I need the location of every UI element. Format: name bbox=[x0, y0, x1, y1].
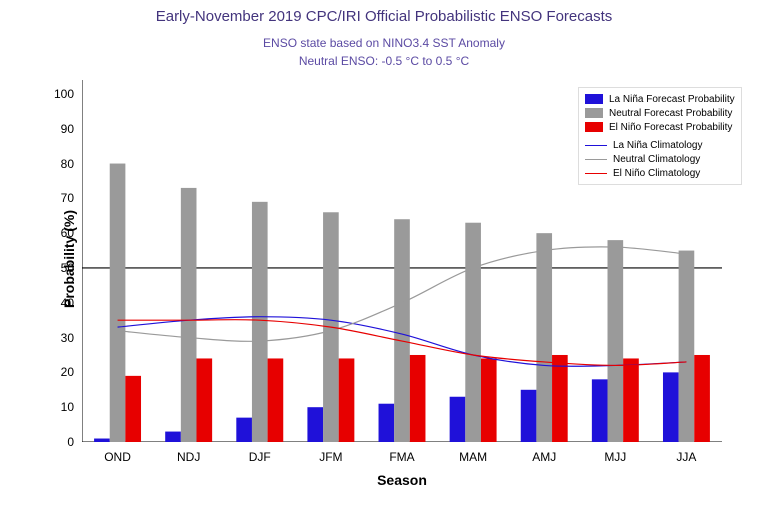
x-tick-label: NDJ bbox=[153, 450, 224, 464]
x-tick-label: JFM bbox=[295, 450, 366, 464]
bar bbox=[608, 240, 624, 442]
y-tick-label: 70 bbox=[61, 191, 74, 205]
legend-line-icon bbox=[585, 145, 607, 146]
bar bbox=[521, 390, 537, 442]
y-tick-label: 90 bbox=[61, 122, 74, 136]
legend-label: El Niño Forecast Probability bbox=[609, 122, 732, 133]
legend-item: El Niño Forecast Probability bbox=[585, 120, 735, 134]
legend-swatch bbox=[585, 122, 603, 132]
x-tick-label: MJJ bbox=[580, 450, 651, 464]
legend-line-icon bbox=[585, 159, 607, 160]
y-tick-label: 30 bbox=[61, 331, 74, 345]
bar bbox=[663, 372, 679, 442]
bar bbox=[394, 219, 410, 442]
legend-label: Neutral Forecast Probability bbox=[609, 108, 732, 119]
y-tick-label: 10 bbox=[61, 400, 74, 414]
x-tick-label: MAM bbox=[438, 450, 509, 464]
bar bbox=[592, 379, 608, 442]
bar bbox=[694, 355, 710, 442]
bar bbox=[339, 358, 355, 442]
legend-label: Neutral Climatology bbox=[613, 154, 700, 165]
chart-container: Early-November 2019 CPC/IRI Official Pro… bbox=[0, 0, 768, 512]
bar bbox=[379, 404, 395, 442]
legend-label: La Niña Climatology bbox=[613, 140, 703, 151]
y-tick-label: 60 bbox=[61, 226, 74, 240]
y-tick-label: 100 bbox=[54, 87, 74, 101]
bar bbox=[536, 233, 552, 442]
bar bbox=[196, 358, 212, 442]
legend-item: Neutral Climatology bbox=[585, 152, 735, 166]
legend-item: La Niña Climatology bbox=[585, 138, 735, 152]
x-tick-label: DJF bbox=[224, 450, 295, 464]
x-tick-label: OND bbox=[82, 450, 153, 464]
legend-line-icon bbox=[585, 173, 607, 174]
bar bbox=[110, 164, 126, 442]
bar bbox=[94, 439, 110, 442]
legend-item: Neutral Forecast Probability bbox=[585, 106, 735, 120]
bar bbox=[465, 223, 481, 442]
bar bbox=[679, 251, 695, 442]
chart-subtitle-2: Neutral ENSO: -0.5 °C to 0.5 °C bbox=[0, 54, 768, 68]
legend-label: La Niña Forecast Probability bbox=[609, 94, 735, 105]
bar bbox=[307, 407, 323, 442]
bar bbox=[181, 188, 197, 442]
bar bbox=[236, 418, 252, 442]
legend-item: El Niño Climatology bbox=[585, 166, 735, 180]
bar bbox=[552, 355, 568, 442]
y-tick-label: 0 bbox=[67, 435, 74, 449]
chart-subtitle-1: ENSO state based on NINO3.4 SST Anomaly bbox=[0, 36, 768, 50]
bar bbox=[623, 358, 639, 442]
x-tick-label: JJA bbox=[651, 450, 722, 464]
bar bbox=[268, 358, 284, 442]
legend-label: El Niño Climatology bbox=[613, 168, 700, 179]
y-axis-label: Probability (%) bbox=[61, 210, 77, 308]
legend-item: La Niña Forecast Probability bbox=[585, 92, 735, 106]
y-tick-label: 20 bbox=[61, 365, 74, 379]
y-tick-label: 40 bbox=[61, 296, 74, 310]
x-tick-label: FMA bbox=[366, 450, 437, 464]
legend: La Niña Forecast Probability Neutral Fore… bbox=[578, 87, 742, 185]
legend-swatch bbox=[585, 108, 603, 118]
bar bbox=[252, 202, 268, 442]
bar bbox=[450, 397, 466, 442]
bar bbox=[481, 358, 497, 442]
bar bbox=[165, 432, 181, 442]
x-axis-label: Season bbox=[82, 472, 722, 488]
chart-title: Early-November 2019 CPC/IRI Official Pro… bbox=[0, 8, 768, 25]
bar bbox=[125, 376, 141, 442]
x-tick-label: AMJ bbox=[509, 450, 580, 464]
y-tick-label: 50 bbox=[61, 261, 74, 275]
legend-swatch bbox=[585, 94, 603, 104]
y-tick-label: 80 bbox=[61, 157, 74, 171]
bar bbox=[410, 355, 426, 442]
